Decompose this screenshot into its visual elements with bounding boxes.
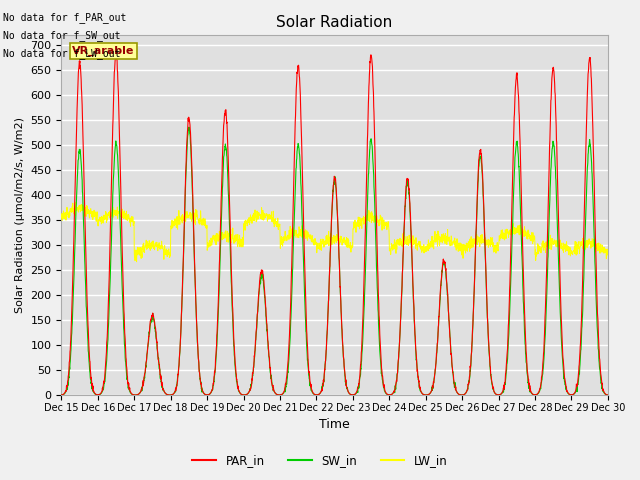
Title: Solar Radiation: Solar Radiation xyxy=(276,15,393,30)
Text: No data for f_LW_out: No data for f_LW_out xyxy=(3,48,121,60)
Y-axis label: Solar Radiation (μmol/m2/s, W/m2): Solar Radiation (μmol/m2/s, W/m2) xyxy=(15,117,25,313)
Legend: PAR_in, SW_in, LW_in: PAR_in, SW_in, LW_in xyxy=(188,449,452,472)
X-axis label: Time: Time xyxy=(319,419,350,432)
Text: No data for f_SW_out: No data for f_SW_out xyxy=(3,30,121,41)
Text: No data for f_PAR_out: No data for f_PAR_out xyxy=(3,12,127,23)
Text: VR_arable: VR_arable xyxy=(72,46,134,56)
